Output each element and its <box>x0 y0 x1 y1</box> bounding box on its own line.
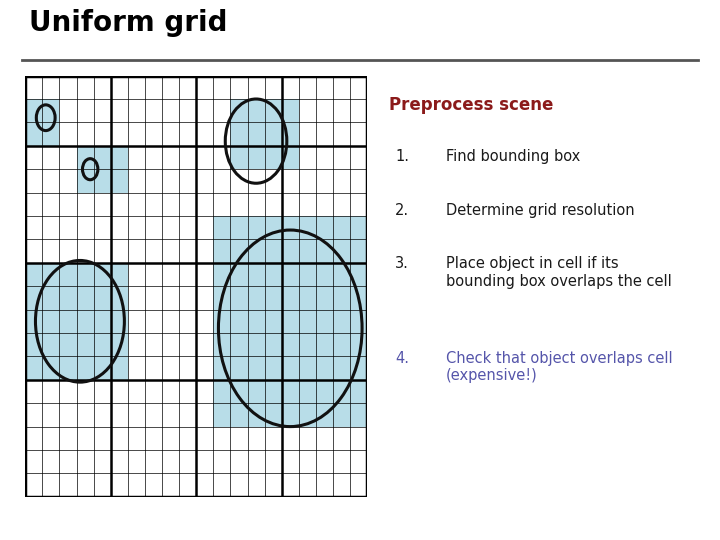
Text: 4.: 4. <box>395 350 409 366</box>
Text: 1.: 1. <box>395 150 409 165</box>
Text: 3.: 3. <box>395 256 409 271</box>
Text: Preprocess scene: Preprocess scene <box>389 96 553 114</box>
Text: 2.: 2. <box>395 203 409 218</box>
Bar <box>213 216 367 427</box>
Bar <box>25 99 60 146</box>
Text: Uniform grid: Uniform grid <box>29 9 228 37</box>
Text: Check that object overlaps cell
(expensive!): Check that object overlaps cell (expensi… <box>446 350 672 383</box>
Text: Find bounding box: Find bounding box <box>446 150 580 165</box>
Bar <box>76 146 128 193</box>
Text: Place object in cell if its
bounding box overlaps the cell: Place object in cell if its bounding box… <box>446 256 672 288</box>
Text: Determine grid resolution: Determine grid resolution <box>446 203 634 218</box>
Bar <box>230 99 299 169</box>
Bar <box>25 263 128 380</box>
